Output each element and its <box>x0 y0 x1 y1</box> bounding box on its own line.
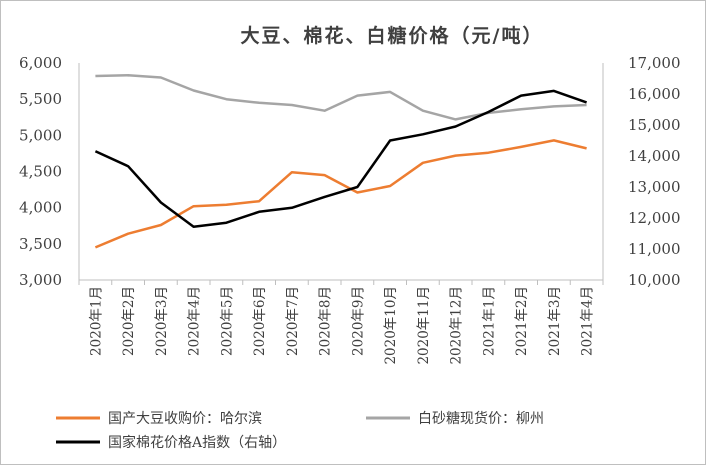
left-tick-label: 3,000 <box>19 271 62 289</box>
legend-label: 白砂糖现货价：柳州 <box>418 410 544 427</box>
x-tick-label: 2020年4月 <box>187 286 203 356</box>
left-tick-label: 3,500 <box>19 235 62 253</box>
left-tick-label: 6,000 <box>19 54 62 72</box>
x-axis-ticks: 2020年1月 2020年2月 2020年3月 2020年4月 2020年5月 2020年… <box>88 286 595 365</box>
x-tick-label: 2021年2月 <box>514 286 530 356</box>
right-tick-label: 17,000 <box>628 54 681 72</box>
left-tick-label: 5,000 <box>19 126 62 144</box>
right-axis-ticks: 10,000 11,000 12,000 13,000 14,000 15,000 16,0… <box>628 54 681 289</box>
left-tick-label: 5,500 <box>19 90 62 108</box>
x-tick-label: 2020年7月 <box>285 286 301 356</box>
x-tick-label: 2020年6月 <box>252 286 268 356</box>
x-tick-label: 2021年1月 <box>481 286 497 356</box>
legend-label: 国家棉花价格A指数（右轴） <box>108 434 286 451</box>
series-line <box>94 139 587 249</box>
right-tick-label: 15,000 <box>628 116 681 134</box>
right-tick-label: 12,000 <box>628 209 681 227</box>
right-tick-label: 11,000 <box>628 240 681 258</box>
x-tick-label: 2020年11月 <box>416 286 432 365</box>
right-tick-label: 13,000 <box>628 178 681 196</box>
left-tick-label: 4,000 <box>19 199 62 217</box>
series-line <box>94 89 588 228</box>
x-tick-label: 2021年3月 <box>547 286 563 356</box>
x-tick-label: 2020年5月 <box>219 286 235 356</box>
right-tick-label: 10,000 <box>628 271 681 289</box>
x-tick-label: 2020年3月 <box>154 286 170 356</box>
x-tick-label: 2020年10月 <box>383 286 399 365</box>
x-tick-label: 2020年8月 <box>318 286 334 356</box>
chart-title: 大豆、棉花、白糖价格（元/吨） <box>241 24 544 47</box>
x-tick-label: 2020年2月 <box>121 286 137 356</box>
series-line <box>95 74 587 121</box>
axes <box>78 63 604 285</box>
left-axis-ticks: 3,000 3,500 4,000 4,500 5,000 5,500 6,000 <box>19 54 62 289</box>
x-tick-label: 2021年4月 <box>580 286 596 356</box>
right-tick-label: 14,000 <box>628 147 681 165</box>
left-tick-label: 4,500 <box>19 163 62 181</box>
x-tick-label: 2020年9月 <box>350 286 366 356</box>
right-tick-label: 16,000 <box>628 85 681 103</box>
x-tick-label: 2020年1月 <box>88 286 104 356</box>
x-tick-label: 2020年12月 <box>449 286 465 365</box>
series-lines <box>94 74 588 249</box>
legend-label: 国产大豆收购价：哈尔滨 <box>108 411 262 427</box>
